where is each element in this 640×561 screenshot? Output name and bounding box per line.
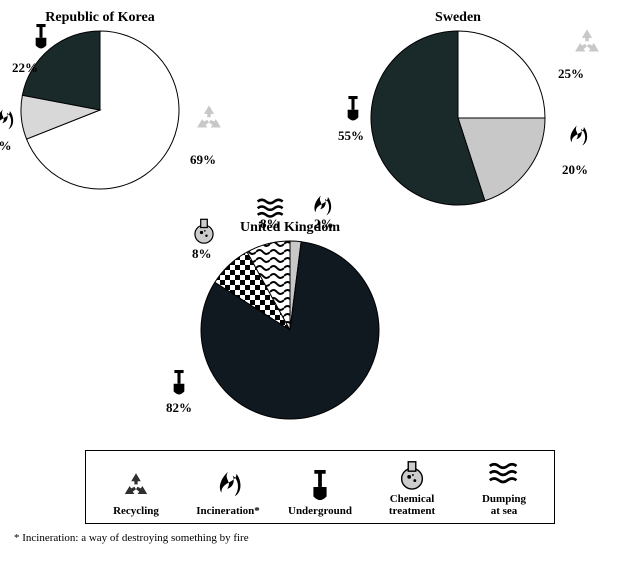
slice-label-underground: 22% xyxy=(12,60,38,76)
legend-item-flask: Chemicaltreatment xyxy=(372,457,452,517)
recycle_ghost-icon xyxy=(192,102,226,141)
flame-icon xyxy=(564,124,590,155)
legend-item-recycle: Recycling xyxy=(96,469,176,517)
flame-icon xyxy=(0,108,16,139)
footnote: * Incineration: a way of destroying some… xyxy=(10,532,630,544)
slice-label-underground: 82% xyxy=(166,400,192,416)
waves-icon xyxy=(256,194,286,229)
slice-label-incineration: 9% xyxy=(0,138,12,154)
slice-label-underground: 55% xyxy=(338,128,364,144)
chart-sweden: Sweden25%20%55% xyxy=(370,10,546,206)
shovel-icon xyxy=(280,469,360,503)
chart-uk: United Kingdom2%82%8%8% xyxy=(200,220,380,420)
slice-label-incineration: 20% xyxy=(562,162,588,178)
chart-title: Sweden xyxy=(370,10,546,26)
legend-label: Incineration* xyxy=(188,505,268,517)
legend-label: Recycling xyxy=(96,505,176,517)
recycle-icon xyxy=(96,469,176,503)
legend-label: Dumpingat sea xyxy=(464,493,544,517)
flask-icon xyxy=(190,216,218,249)
slice-label-recycling: 69% xyxy=(190,152,216,168)
shovel-icon xyxy=(340,96,366,127)
charts-container: Republic of Korea69%9%22%Sweden25%20%55%… xyxy=(10,10,630,450)
pie xyxy=(370,30,546,206)
legend-item-flame: Incineration* xyxy=(188,469,268,517)
pie xyxy=(200,240,380,420)
shovel-icon xyxy=(166,370,192,401)
legend-label: Chemicaltreatment xyxy=(372,493,452,517)
flask-icon xyxy=(372,457,452,491)
legend-label: Underground xyxy=(280,505,360,517)
shovel-icon xyxy=(28,24,54,55)
legend-item-shovel: Underground xyxy=(280,469,360,517)
flame-icon xyxy=(188,469,268,503)
waves-icon xyxy=(464,457,544,491)
legend-item-waves: Dumpingat sea xyxy=(464,457,544,517)
legend: Recycling Incineration* Underground Chemica… xyxy=(85,450,555,524)
slice-recycling xyxy=(458,31,545,118)
slice-label-recycling: 25% xyxy=(558,66,584,82)
chart-korea: Republic of Korea69%9%22% xyxy=(20,10,180,190)
chart-title: United Kingdom xyxy=(200,220,380,236)
flame-icon xyxy=(308,194,334,225)
recycle_ghost-icon xyxy=(570,26,604,65)
